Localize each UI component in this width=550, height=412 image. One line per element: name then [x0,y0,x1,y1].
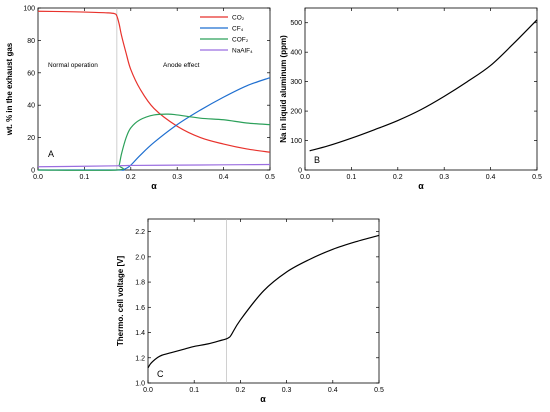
x-tick-label: 0.4 [219,174,229,181]
y-tick-label: 200 [290,109,302,116]
y-tick-label: 60 [27,70,35,77]
x-tick-label: 0.1 [189,387,199,394]
legend-label: COF₂ [232,37,249,44]
y-tick-label: 1.8 [135,280,145,287]
panel-a-legend: CO₂ CF₄ COF₂ NaAlF₄ [200,15,253,55]
annotation-normal-operation: Normal operation [48,62,98,69]
y-tick-label: 1.0 [135,381,145,388]
panel-b-ylabel: Na in liquid aluminum (ppm) [279,35,288,143]
panel-a-series [37,10,271,171]
panel-c-xticks: 0.0 0.1 0.2 0.3 0.4 0.5 [143,219,384,394]
panel-b: 0.0 0.1 0.2 0.3 0.4 0.5 0 100 200 300 400 500 Na i… [279,7,542,191]
panel-c-frame [147,218,380,384]
series-line-c [147,234,380,369]
panel-b-frame [304,7,538,171]
x-tick-label: 0.0 [33,174,43,181]
y-tick-label: 400 [290,50,302,57]
series-line-a-3 [37,163,271,168]
panel-c-series [147,234,380,369]
series-line-a-2 [37,113,271,171]
x-tick-label: 0.3 [172,174,182,181]
panel-a-xlabel: α [151,181,157,191]
y-tick-label: 0 [31,168,35,175]
x-tick-label: 0.5 [532,174,542,181]
panel-c: 0.0 0.1 0.2 0.3 0.4 0.5 1.0 1.2 1.4 1.6 1.8 2.0 2.2… [116,218,384,404]
x-tick-label: 0.5 [374,387,384,394]
x-tick-label: 0.1 [347,174,357,181]
panel-b-xlabel: α [418,181,424,191]
y-tick-label: 40 [27,103,35,110]
series-line-a-0 [37,10,271,153]
x-tick-label: 0.0 [143,387,153,394]
x-tick-label: 0.2 [236,387,246,394]
y-tick-label: 100 [290,138,302,145]
panel-c-xlabel: α [260,394,266,404]
y-tick-label: 80 [27,38,35,45]
panel-b-letter: B [314,155,320,165]
panel-a-xticks: 0.0 0.1 0.2 0.3 0.4 0.5 [33,8,275,181]
panel-b-yticks: 0 100 200 300 400 500 [290,20,537,175]
x-tick-label: 0.4 [328,387,338,394]
y-tick-label: 1.6 [135,305,145,312]
x-tick-label: 0.4 [486,174,496,181]
panel-a-yticks: 0 20 40 60 80 100 [23,6,270,175]
y-tick-label: 300 [290,79,302,86]
x-tick-label: 0.1 [80,174,90,181]
panel-a-frame [37,7,271,171]
x-tick-label: 0.2 [126,174,136,181]
panel-c-ylabel: Thermo. cell voltage [V] [116,256,125,347]
series-line-b [309,19,538,152]
panel-c-letter: C [157,369,164,379]
legend-label: CF₄ [232,26,244,33]
x-tick-label: 0.5 [265,174,275,181]
series-line-a-1 [38,77,271,171]
y-tick-label: 20 [27,135,35,142]
legend-label: NaAlF₄ [232,48,253,55]
x-tick-label: 0.3 [439,174,449,181]
panel-b-xticks: 0.0 0.1 0.2 0.3 0.4 0.5 [300,8,542,181]
legend-label: CO₂ [232,15,245,22]
y-tick-label: 500 [290,20,302,27]
y-tick-label: 1.2 [135,355,145,362]
panel-b-series [309,19,538,152]
y-tick-label: 2.0 [135,254,145,261]
y-tick-label: 2.2 [135,229,145,236]
x-tick-label: 0.3 [282,387,292,394]
x-tick-label: 0.2 [393,174,403,181]
panel-a: Normal operation Anode effect 0.0 0.1 0.2 0… [5,6,275,192]
y-tick-label: 1.4 [135,330,145,337]
x-tick-label: 0.0 [300,174,310,181]
panel-c-yticks: 1.0 1.2 1.4 1.6 1.8 2.0 2.2 [135,229,379,388]
panel-a-ylabel: wt. % in the exhaust gas [5,42,14,136]
y-tick-label: 100 [23,6,35,13]
panel-a-letter: A [48,149,54,159]
y-tick-label: 0 [298,168,302,175]
annotation-anode-effect: Anode effect [163,62,200,69]
